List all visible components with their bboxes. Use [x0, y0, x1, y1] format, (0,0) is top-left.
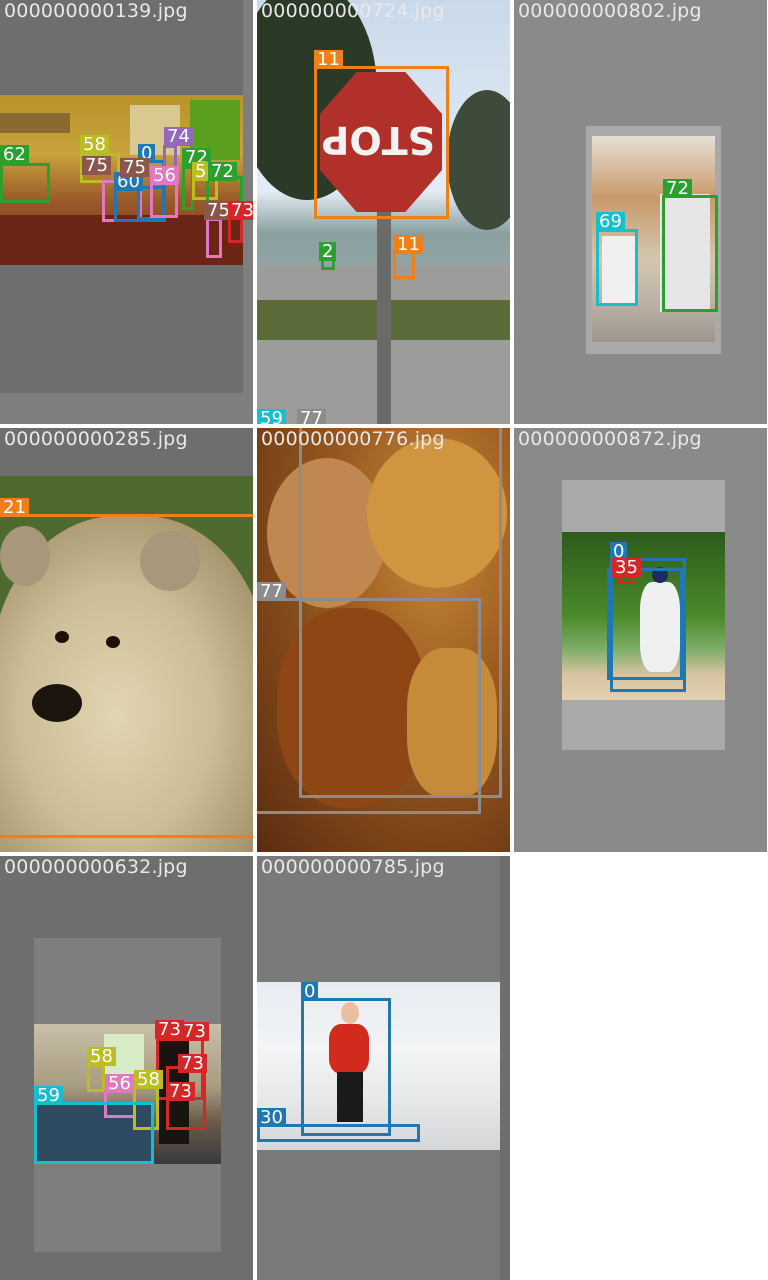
class-label: 11	[394, 235, 423, 254]
bbox	[314, 66, 449, 219]
class-label: 73	[155, 1020, 184, 1039]
class-label: 72	[208, 162, 237, 181]
filename-label: 000000000724.jpg	[261, 0, 445, 22]
class-label: 73	[178, 1054, 207, 1073]
bbox	[87, 1064, 105, 1092]
class-label: 73	[228, 201, 253, 220]
class-label: 0	[610, 542, 628, 561]
mosaic-tile-285: 000000000285.jpg 21	[0, 428, 253, 852]
class-label: 0	[301, 982, 319, 1001]
class-label: 59	[34, 1086, 63, 1105]
mosaic-tile-785: 000000000785.jpg 0 30	[257, 856, 510, 1280]
mosaic-tile-724: STOP 000000000724.jpg 11 2 11 59 77	[257, 0, 510, 424]
bbox	[257, 598, 481, 814]
bbox	[150, 182, 178, 218]
class-label: 35	[612, 558, 641, 577]
class-label: 74	[164, 127, 193, 146]
bbox	[0, 514, 253, 838]
class-label: 11	[314, 50, 343, 69]
class-label: 77	[257, 582, 286, 601]
filename-label: 000000000632.jpg	[4, 856, 188, 878]
class-label: 73	[180, 1022, 209, 1041]
kitchen-photo	[592, 136, 715, 342]
mosaic-tile-872: 000000000872.jpg 0 35	[514, 428, 767, 852]
bbox	[0, 163, 50, 203]
filename-label: 000000000785.jpg	[261, 856, 445, 878]
bbox	[662, 195, 718, 312]
class-label: 56	[105, 1074, 134, 1093]
filename-label: 000000000139.jpg	[4, 0, 188, 22]
bbox	[393, 251, 415, 279]
mosaic-tile-632: 000000000632.jpg 73 73 58 56 58 73 73 59	[0, 856, 253, 1280]
class-label: 77	[297, 409, 326, 424]
class-label: 58	[80, 135, 109, 154]
mosaic-tile-802: 000000000802.jpg 72 69	[514, 0, 767, 424]
bbox	[301, 998, 391, 1136]
filename-label: 000000000776.jpg	[261, 428, 445, 450]
class-label: 62	[0, 145, 29, 164]
class-label: 2	[319, 242, 337, 261]
class-label: 58	[134, 1070, 163, 1089]
bbox	[596, 229, 638, 306]
bbox	[607, 568, 683, 680]
bear-photo	[0, 476, 253, 852]
bbox	[257, 1124, 420, 1142]
bbox	[206, 218, 222, 258]
class-label: 30	[257, 1108, 286, 1127]
class-label: 73	[166, 1082, 195, 1101]
filename-label: 000000000802.jpg	[518, 0, 702, 22]
class-label: 75	[120, 158, 149, 177]
class-label: 72	[663, 179, 692, 198]
class-label: 58	[87, 1047, 116, 1066]
class-label: 21	[0, 498, 29, 517]
bbox	[610, 558, 686, 692]
class-label: 56	[150, 166, 179, 185]
filename-label: 000000000872.jpg	[518, 428, 702, 450]
mosaic-tile-776: 000000000776.jpg 77	[257, 428, 510, 852]
street-photo: STOP	[257, 0, 510, 424]
bbox	[80, 153, 120, 183]
bbox	[299, 428, 502, 798]
class-label: 75	[82, 156, 111, 175]
class-label: 69	[596, 212, 625, 231]
class-label: 75	[204, 201, 233, 220]
skier-photo	[257, 982, 500, 1150]
mosaic-tile-139: 000000000139.jpg 62 58 75 0 74 72 60 75 …	[0, 0, 253, 424]
bbox	[34, 1102, 154, 1164]
class-label: 59	[257, 409, 286, 424]
filename-label: 000000000285.jpg	[4, 428, 188, 450]
